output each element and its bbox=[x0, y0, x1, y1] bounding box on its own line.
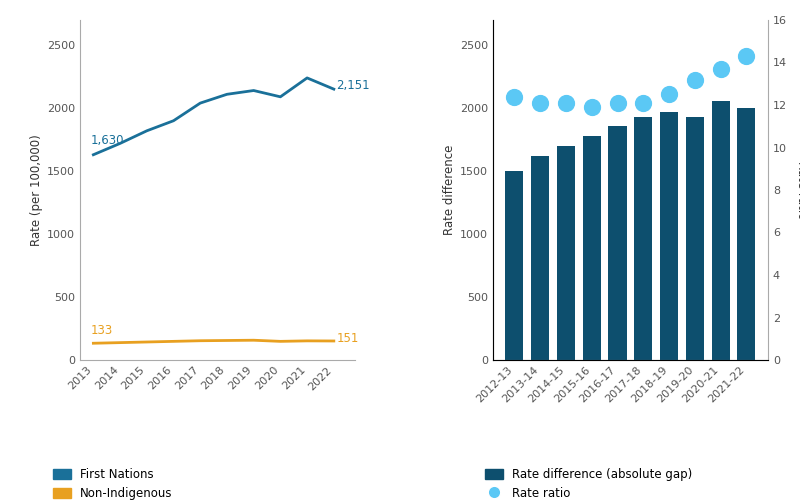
Point bbox=[534, 99, 546, 107]
Bar bbox=[686, 117, 704, 360]
Point bbox=[637, 99, 650, 107]
Point bbox=[586, 103, 598, 111]
Point bbox=[662, 90, 675, 98]
Point bbox=[611, 99, 624, 107]
Bar bbox=[738, 108, 755, 360]
Point bbox=[740, 52, 753, 60]
Y-axis label: Rate ratio: Rate ratio bbox=[795, 161, 800, 219]
Text: 1,630: 1,630 bbox=[90, 134, 124, 147]
Y-axis label: Rate difference: Rate difference bbox=[442, 145, 456, 235]
Bar bbox=[582, 136, 601, 360]
Y-axis label: Rate (per 100,000): Rate (per 100,000) bbox=[30, 134, 43, 246]
Point bbox=[689, 76, 702, 84]
Bar bbox=[712, 101, 730, 360]
Bar bbox=[557, 146, 575, 360]
Point bbox=[714, 65, 727, 73]
Bar bbox=[531, 156, 549, 360]
Text: 133: 133 bbox=[90, 324, 113, 337]
Text: 2,151: 2,151 bbox=[337, 79, 370, 92]
Bar bbox=[506, 171, 523, 360]
Bar bbox=[634, 117, 652, 360]
Legend: First Nations, Non-Indigenous: First Nations, Non-Indigenous bbox=[53, 468, 173, 500]
Point bbox=[508, 92, 521, 100]
Bar bbox=[660, 112, 678, 360]
Text: 151: 151 bbox=[337, 332, 359, 345]
Legend: Rate difference (absolute gap), Rate ratio: Rate difference (absolute gap), Rate rat… bbox=[485, 468, 692, 500]
Point bbox=[559, 99, 572, 107]
Bar bbox=[609, 126, 626, 360]
